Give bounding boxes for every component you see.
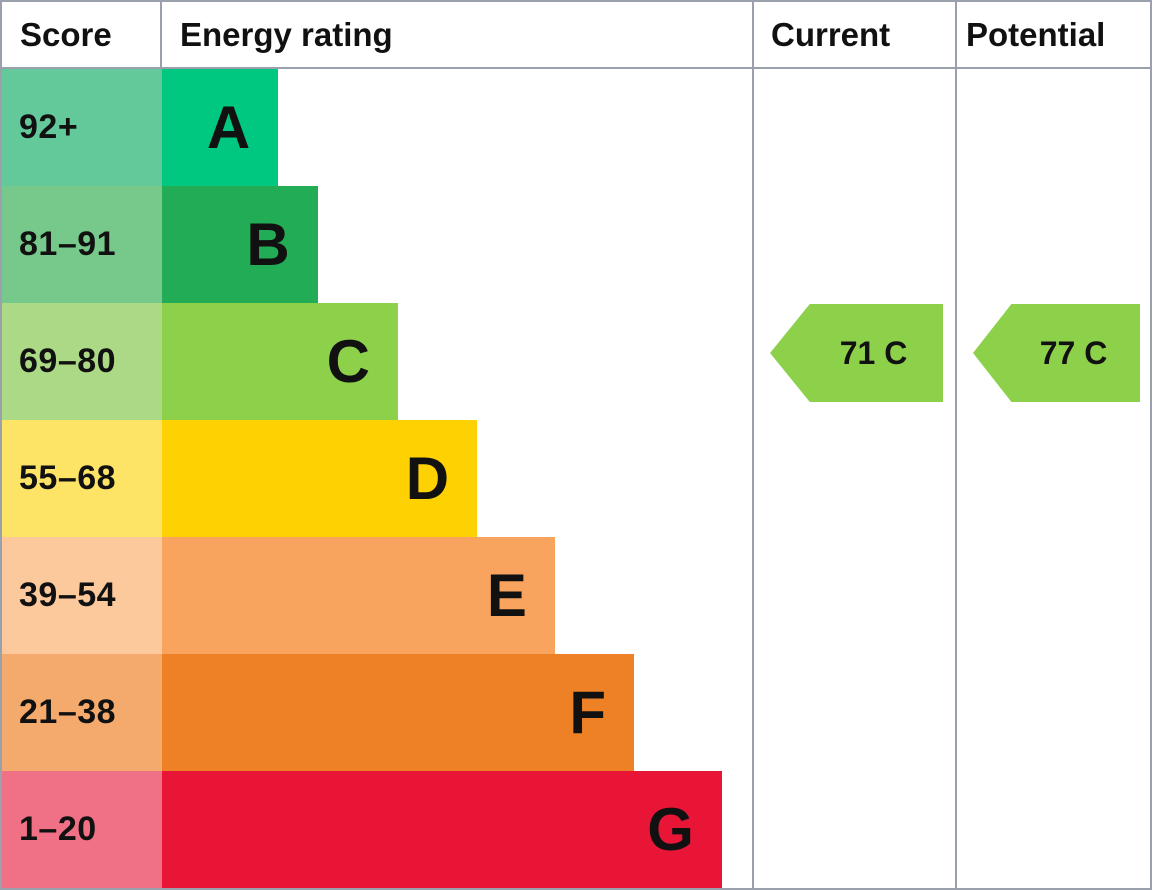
rating-bar: G (162, 771, 722, 888)
score-cell: 39–54 (2, 537, 162, 654)
potential-column: 77 C (957, 69, 1150, 888)
header-score: Score (2, 2, 162, 67)
score-cell: 1–20 (2, 771, 162, 888)
rating-letter: E (486, 561, 527, 629)
rating-bar: B (162, 186, 318, 303)
bands-column: 92+ A 81–91 B 69–80 (2, 69, 754, 888)
rating-bar: C (162, 303, 398, 420)
bar-track: D (162, 420, 752, 537)
score-cell: 55–68 (2, 420, 162, 537)
band-row-a: 92+ A (2, 69, 752, 186)
bar-track: B (162, 186, 752, 303)
band-row-c: 69–80 C (2, 303, 752, 420)
rating-letter: F (569, 678, 606, 746)
score-cell: 21–38 (2, 654, 162, 771)
rating-bar: F (162, 654, 634, 771)
rating-letter: G (647, 795, 694, 863)
chart-body: 92+ A 81–91 B 69–80 (2, 69, 1150, 888)
header-energy-rating: Energy rating (162, 2, 754, 67)
band-row-e: 39–54 E (2, 537, 752, 654)
rating-letter: D (405, 444, 450, 512)
band-row-g: 1–20 G (2, 771, 752, 888)
current-rating-arrow: 71 C (770, 304, 943, 402)
current-rating-label: 71 C (839, 334, 908, 371)
bar-track: F (162, 654, 752, 771)
header-row: Score Energy rating Current Potential (2, 2, 1150, 69)
rating-letter: A (206, 93, 251, 161)
header-potential: Potential (966, 15, 1106, 53)
rating-bar: D (162, 420, 478, 537)
rating-letter: B (246, 210, 290, 278)
bar-track: G (162, 771, 752, 888)
score-cell: 69–80 (2, 303, 162, 420)
band-row-d: 55–68 D (2, 420, 752, 537)
potential-rating-label: 77 C (1039, 334, 1108, 371)
score-cell: 92+ (2, 69, 162, 186)
rating-bar: E (162, 537, 555, 654)
rating-letter: C (326, 327, 370, 395)
potential-rating-arrow: 77 C (973, 304, 1140, 402)
score-cell: 81–91 (2, 186, 162, 303)
rating-bar: A (162, 69, 279, 186)
bar-track: C (162, 303, 752, 420)
header-current: Current (754, 2, 957, 67)
band-row-f: 21–38 F (2, 654, 752, 771)
bar-track: A (162, 69, 752, 186)
bar-track: E (162, 537, 752, 654)
current-column: 71 C (754, 69, 957, 888)
band-row-b: 81–91 B (2, 186, 752, 303)
